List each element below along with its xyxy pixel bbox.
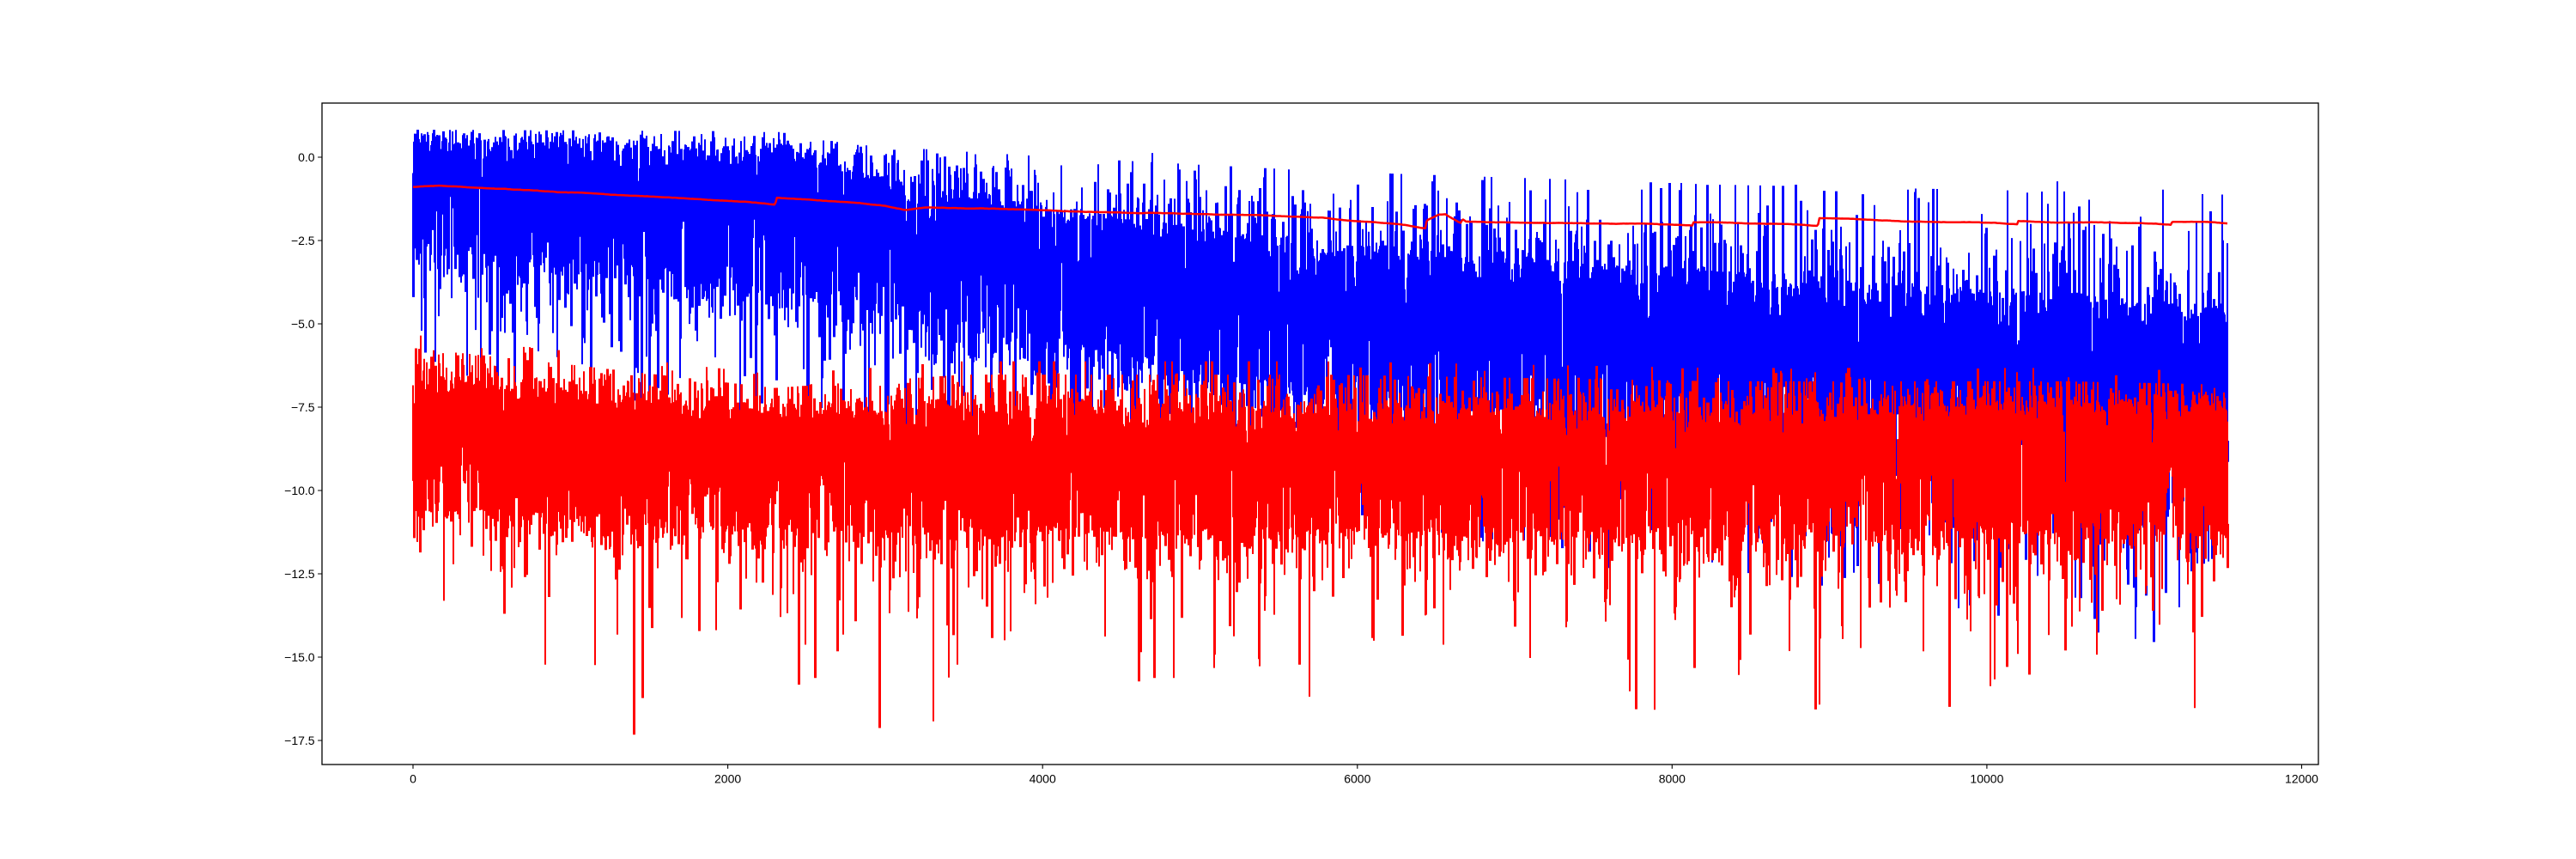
svg-text:−15.0: −15.0 <box>284 650 315 664</box>
svg-text:−12.5: −12.5 <box>284 567 315 581</box>
svg-text:4000: 4000 <box>1030 772 1056 786</box>
svg-text:8000: 8000 <box>1659 772 1686 786</box>
svg-text:−2.5: −2.5 <box>291 234 315 247</box>
svg-text:−10.0: −10.0 <box>284 484 315 497</box>
svg-text:12000: 12000 <box>2285 772 2318 786</box>
svg-text:2000: 2000 <box>714 772 741 786</box>
svg-text:−5.0: −5.0 <box>291 317 315 331</box>
svg-text:0: 0 <box>410 772 416 786</box>
svg-text:−17.5: −17.5 <box>284 734 315 747</box>
svg-text:6000: 6000 <box>1344 772 1370 786</box>
svg-text:0.0: 0.0 <box>298 150 315 164</box>
svg-text:−7.5: −7.5 <box>291 400 315 414</box>
svg-text:10000: 10000 <box>1970 772 2003 786</box>
